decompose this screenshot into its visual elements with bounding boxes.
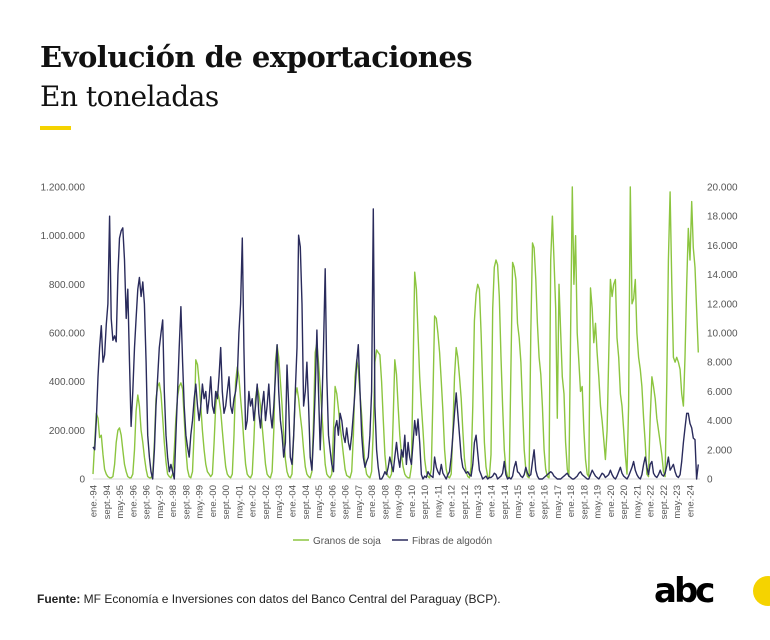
y2-tick-label: 16.000: [707, 241, 738, 252]
x-tick-label: ene.-02: [248, 485, 259, 517]
x-tick-label: may.-01: [234, 485, 245, 519]
x-tick-label: ene.-24: [686, 485, 697, 517]
x-tick-label: may.-99: [195, 485, 206, 519]
y-tick-label: 800.000: [49, 280, 86, 291]
x-tick-label: sept.-20: [619, 485, 630, 519]
x-tick-label: ene.-08: [367, 485, 378, 517]
x-tick-label: may.-11: [433, 485, 444, 518]
y-tick-label: 400.000: [49, 377, 86, 388]
x-tick-label: sept.-94: [102, 485, 113, 519]
y-tick-label: 1.000.000: [41, 231, 86, 242]
x-tick-label: ene.-06: [327, 485, 338, 517]
y2-tick-label: 12.000: [707, 299, 738, 310]
y-tick-label: 200.000: [49, 426, 86, 437]
x-tick-label: sept.-02: [261, 485, 272, 519]
x-tick-label: ene.-16: [526, 485, 537, 517]
y-tick-label: 1.200.000: [41, 183, 86, 194]
x-tick-label: ene.-22: [646, 485, 657, 517]
source-note: Fuente: MF Economía e Inversiones con da…: [37, 592, 501, 606]
x-tick-label: may.-09: [394, 485, 405, 519]
series-line-soja: [92, 186, 699, 479]
x-tick-label: ene.-12: [447, 485, 458, 517]
x-tick-label: may.-15: [513, 485, 524, 519]
right-axis: 0 2.000 4.000 6.000 8.000 10.000 12.000 14.000 1…: [707, 183, 738, 486]
x-tick-label: sept.-10: [420, 485, 431, 519]
x-tick-label: sept.-22: [659, 485, 670, 519]
legend-label-algodon: Fibras de algodón: [412, 536, 492, 547]
x-tick-label: sept.-18: [579, 485, 590, 519]
x-tick-label: sept.-96: [142, 485, 153, 519]
x-tick-label: ene.-18: [566, 485, 577, 517]
x-tick-label: sept.-00: [221, 485, 232, 519]
source-label: Fuente:: [37, 592, 81, 606]
x-tick-label: sept.-16: [540, 485, 551, 519]
chart-title: Evolución de exportaciones: [40, 40, 473, 74]
legend-label-soja: Granos de soja: [313, 536, 381, 547]
chart-subtitle: En toneladas: [40, 80, 219, 113]
x-tick-label: ene.-00: [208, 485, 219, 517]
y2-tick-label: 10.000: [707, 329, 738, 340]
x-tick-label: may.-95: [115, 485, 126, 519]
x-tick-label: may.-03: [274, 485, 285, 519]
x-tick-label: may.-05: [314, 485, 325, 519]
x-tick-label: ene.-98: [168, 485, 179, 517]
x-tick-label: sept.-12: [460, 485, 471, 519]
y-tick-label: 0: [79, 475, 85, 486]
y2-tick-label: 18.000: [707, 212, 738, 223]
x-tick-label: may.-21: [632, 485, 643, 519]
source-text: MF Economía e Inversiones con datos del …: [80, 592, 501, 606]
y2-tick-label: 20.000: [707, 183, 738, 194]
y-tick-label: 600.000: [49, 329, 86, 340]
accent-bar: [40, 126, 71, 130]
y2-tick-label: 6.000: [707, 387, 732, 398]
x-tick-label: sept.-04: [301, 485, 312, 519]
line-chart: 0 200.000 400.000 600.000 800.000 1.000.000 1.…: [41, 183, 739, 548]
series-line-algodon: [92, 208, 699, 480]
y2-tick-label: 14.000: [707, 270, 738, 281]
legend: Granos de soja Fibras de algodón: [293, 536, 492, 547]
logo-yellow-circle: [753, 576, 770, 606]
x-tick-label: ene.-96: [128, 485, 139, 517]
x-tick-label: sept.-98: [181, 485, 192, 519]
y2-tick-label: 8.000: [707, 358, 732, 369]
x-tick-label: may.-13: [473, 485, 484, 519]
x-tick-label: may.-19: [593, 485, 604, 519]
x-axis: ene.-94 sept.-94 may.-95 ene.-96 sept.-96 may…: [89, 485, 697, 519]
y2-tick-label: 4.000: [707, 416, 732, 427]
x-tick-label: may.-17: [553, 485, 564, 519]
y2-tick-label: 0: [707, 475, 713, 486]
x-tick-label: may.-07: [354, 485, 365, 519]
x-tick-label: may.-23: [672, 485, 683, 519]
x-tick-label: ene.-10: [407, 485, 418, 517]
series-lines: [92, 186, 699, 480]
left-axis: 0 200.000 400.000 600.000 800.000 1.000.000 1.…: [41, 183, 86, 486]
x-tick-label: sept.-06: [341, 485, 352, 519]
y2-tick-label: 2.000: [707, 445, 732, 456]
x-tick-label: ene.-04: [288, 485, 299, 517]
x-tick-label: may.-97: [155, 485, 166, 519]
x-tick-label: ene.-14: [487, 485, 498, 517]
x-tick-label: ene.-20: [606, 485, 617, 517]
x-tick-label: sept.-14: [500, 485, 511, 519]
x-tick-label: sept.-08: [380, 485, 391, 519]
x-tick-label: ene.-94: [89, 485, 100, 517]
abc-logo: abc: [654, 571, 715, 611]
